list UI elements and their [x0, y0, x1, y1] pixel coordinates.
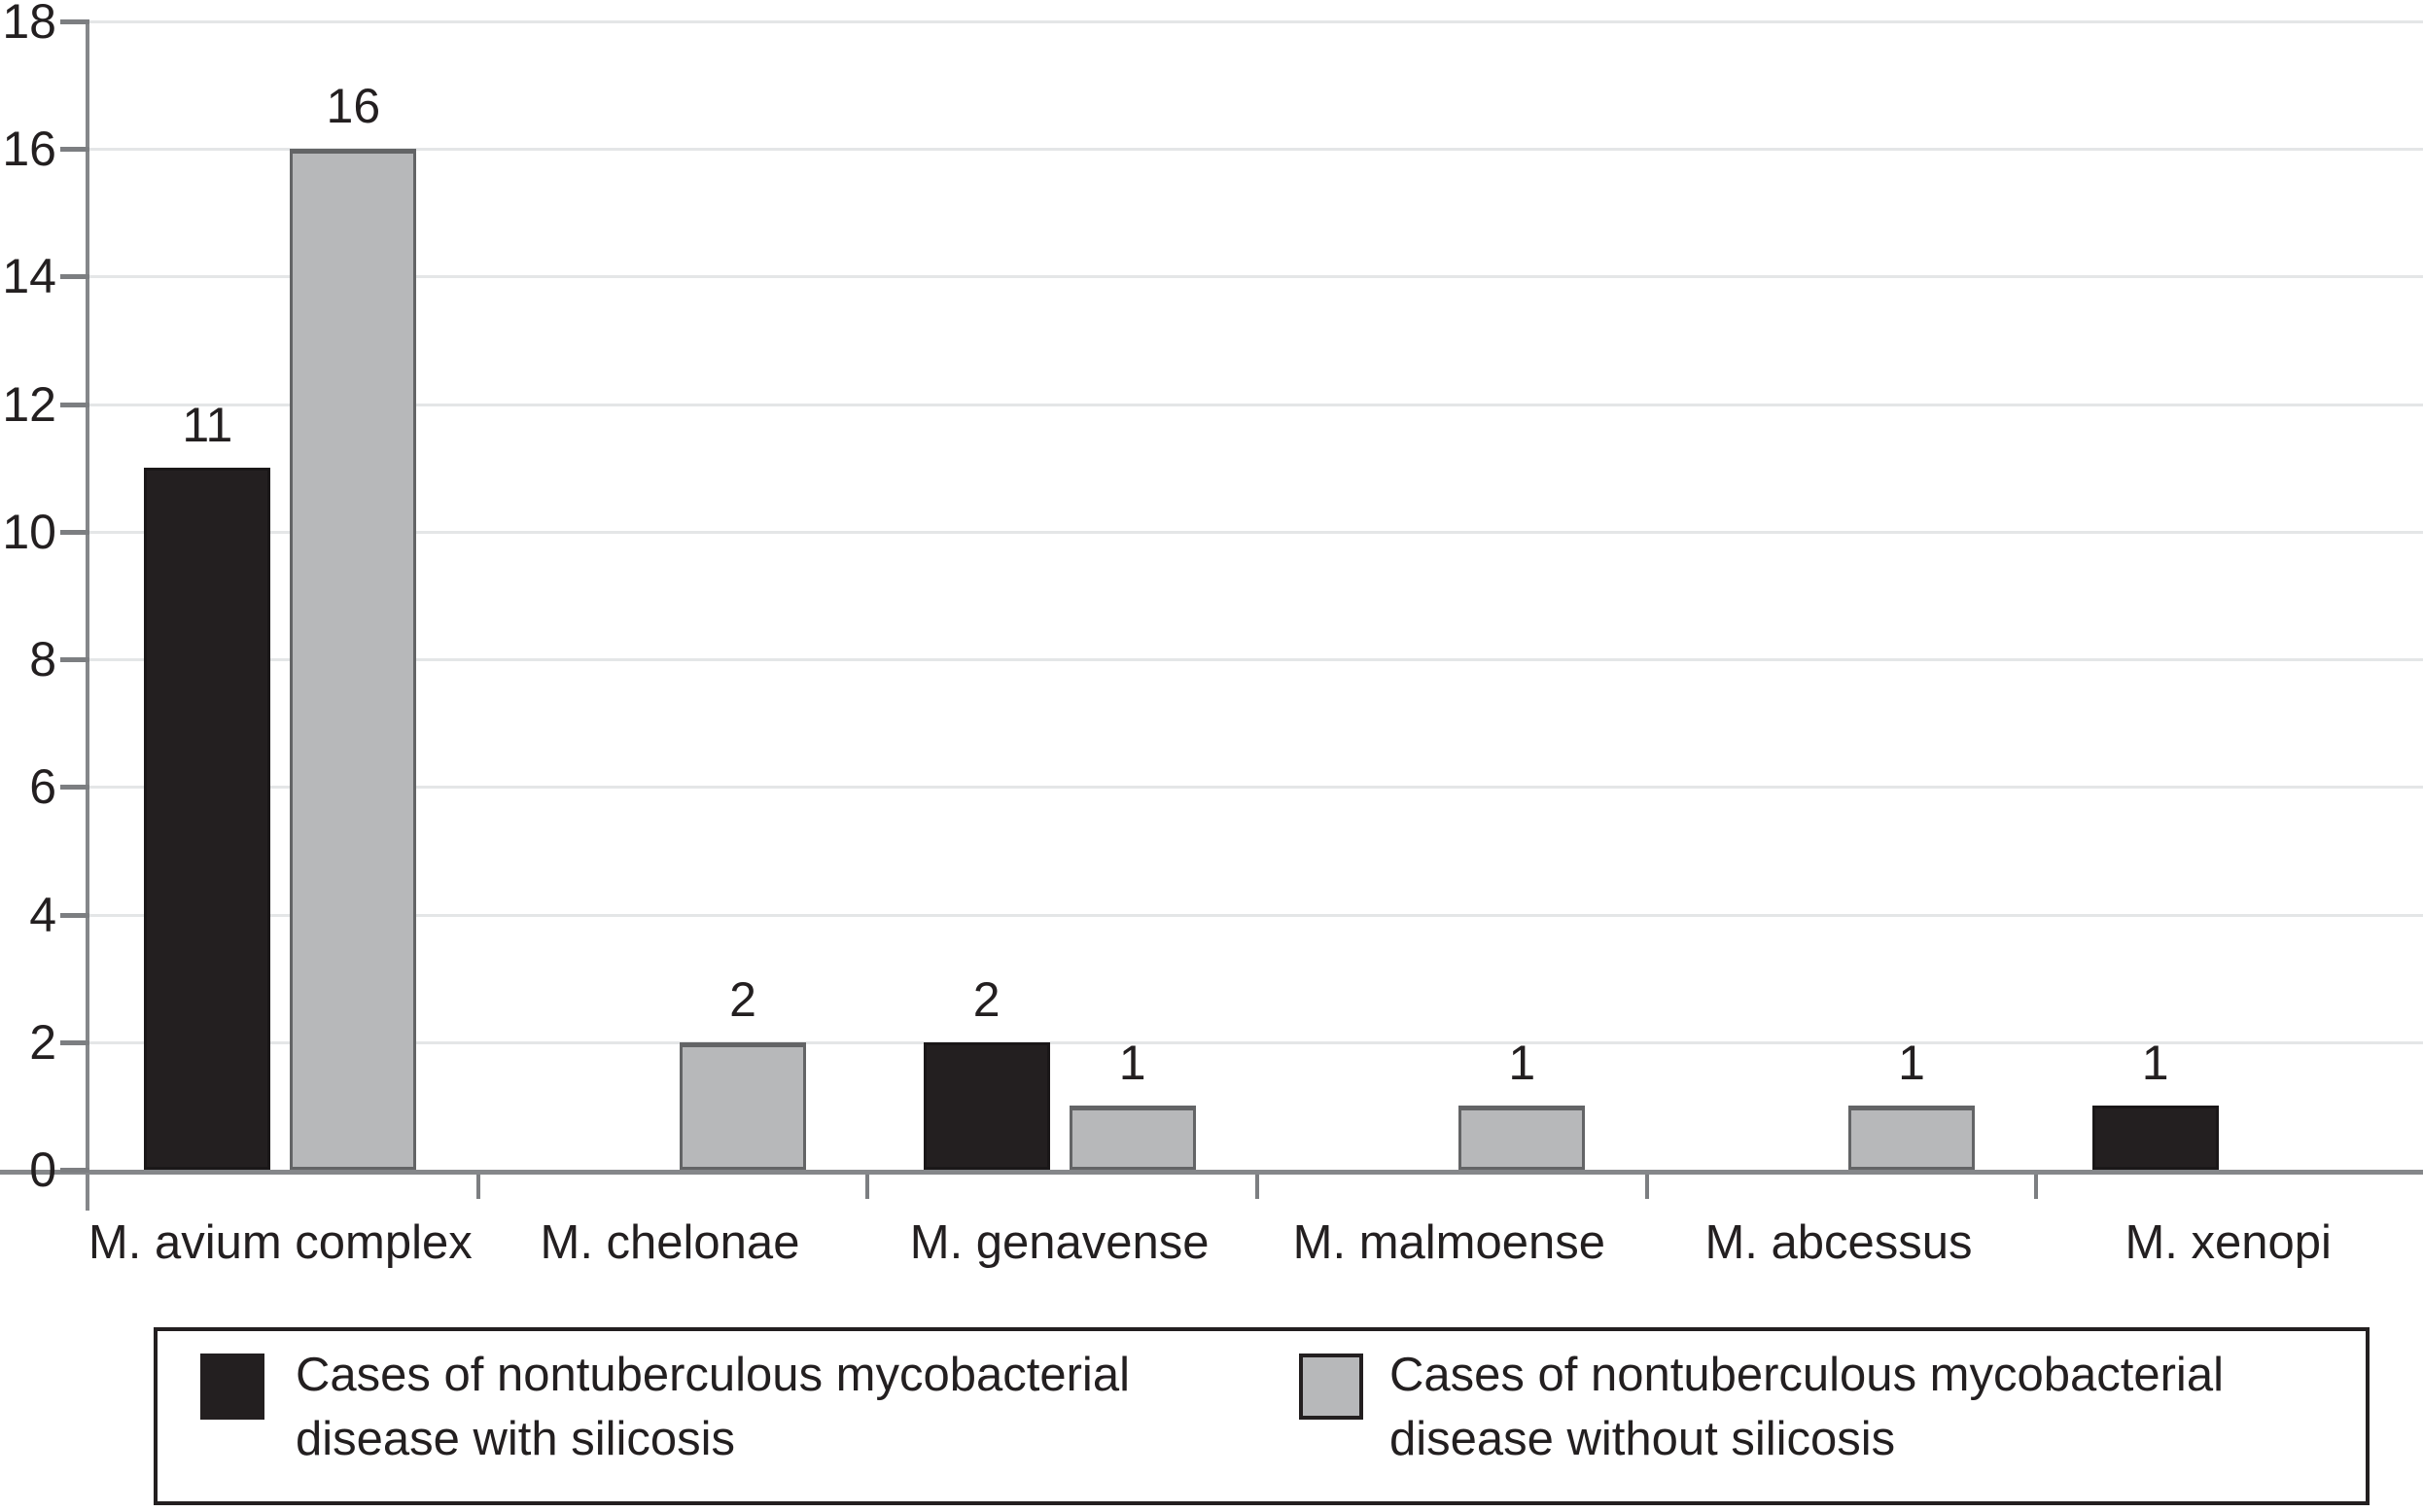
- y-tick-8: [60, 657, 89, 663]
- x-axis-category-label: M. abcessus: [1704, 1216, 1973, 1269]
- bar-without-silicosis-2: [1069, 1106, 1196, 1170]
- bar-value-label: 1: [1118, 1036, 1146, 1091]
- gridline-y-16: [86, 148, 2423, 152]
- y-axis-tick-label: 18: [2, 0, 56, 49]
- x-tick-4: [2034, 1175, 2039, 1199]
- y-tick-18: [60, 19, 89, 24]
- chart-legend: Cases of nontuberculous mycobacterial di…: [154, 1327, 2370, 1505]
- gridline-y-18: [86, 20, 2423, 23]
- bar-value-label: 1: [1508, 1036, 1536, 1091]
- y-tick-4: [60, 912, 89, 918]
- bar-without-silicosis-1: [680, 1041, 806, 1170]
- gridline-y-12: [86, 403, 2423, 406]
- x-tick-2: [1255, 1175, 1259, 1199]
- bar-value-label: 2: [729, 971, 756, 1027]
- x-axis-category-label: M. avium complex: [88, 1216, 473, 1269]
- legend-entry-with-silicosis: Cases of nontuberculous mycobacterial di…: [158, 1331, 1295, 1501]
- y-axis-tick-label: 16: [2, 122, 56, 177]
- y-tick-16: [60, 147, 89, 153]
- bar-value-label: 1: [2141, 1036, 2169, 1091]
- gridline-y-10: [86, 530, 2423, 534]
- x-axis-category-label: M. chelonae: [540, 1216, 800, 1269]
- bar-value-label: 16: [326, 79, 381, 134]
- legend-label-line: Cases of nontuberculous mycobacterial: [1389, 1349, 2224, 1401]
- x-axis-category-label: M. genavense: [909, 1216, 1210, 1269]
- y-axis-tick-label: 14: [2, 249, 56, 304]
- y-axis-tick-label: 8: [29, 632, 56, 687]
- bar-with-silicosis-5: [2091, 1106, 2219, 1170]
- x-axis-category-label: M. xenopi: [2125, 1216, 2332, 1269]
- x-axis-line: [0, 1170, 2423, 1175]
- x-axis-category-label: M. malmoense: [1292, 1216, 1605, 1269]
- x-tick-3: [1644, 1175, 1649, 1199]
- legend-label-line: disease without silicosis: [1389, 1413, 1896, 1465]
- gridline-y-6: [86, 786, 2423, 790]
- bar-without-silicosis-4: [1848, 1106, 1975, 1170]
- y-axis-tick-label: 0: [29, 1143, 56, 1197]
- legend-swatch-without-silicosis-icon: [1299, 1354, 1363, 1420]
- bar-value-label: 11: [182, 398, 233, 453]
- legend-label-with-silicosis: Cases of nontuberculous mycobacterial di…: [296, 1343, 1130, 1471]
- y-axis-tick-label: 4: [29, 887, 56, 942]
- gridline-y-4: [86, 913, 2423, 917]
- legend-label-line: Cases of nontuberculous mycobacterial: [296, 1349, 1130, 1401]
- y-tick-10: [60, 529, 89, 535]
- gridline-y-2: [86, 1040, 2423, 1044]
- x-tick-1: [865, 1175, 870, 1199]
- y-tick-6: [60, 785, 89, 791]
- y-tick-2: [60, 1039, 89, 1045]
- legend-swatch-with-silicosis-icon: [200, 1354, 264, 1420]
- y-tick-14: [60, 274, 89, 280]
- bar-with-silicosis-2: [923, 1041, 1050, 1170]
- legend-label-line: disease with silicosis: [296, 1413, 736, 1465]
- y-axis-tick-label: 10: [2, 504, 56, 559]
- bar-value-label: 1: [1898, 1036, 1925, 1091]
- legend-entry-without-silicosis: Cases of nontuberculous mycobacterial di…: [1295, 1331, 2370, 1501]
- bar-with-silicosis-0: [144, 468, 271, 1170]
- gridline-y-8: [86, 658, 2423, 662]
- y-axis-tick-label: 6: [29, 759, 56, 815]
- x-tick-0: [475, 1175, 480, 1199]
- legend-label-without-silicosis: Cases of nontuberculous mycobacterial di…: [1389, 1343, 2224, 1471]
- bar-without-silicosis-0: [290, 149, 417, 1170]
- bar-value-label: 2: [972, 971, 1001, 1027]
- bar-without-silicosis-3: [1458, 1106, 1586, 1170]
- y-tick-12: [60, 402, 89, 407]
- gridline-y-14: [86, 275, 2423, 279]
- y-axis-tick-label: 12: [2, 376, 56, 432]
- y-axis-line: [86, 19, 89, 1211]
- y-tick-0: [60, 1168, 89, 1173]
- y-axis-tick-label: 2: [29, 1014, 56, 1070]
